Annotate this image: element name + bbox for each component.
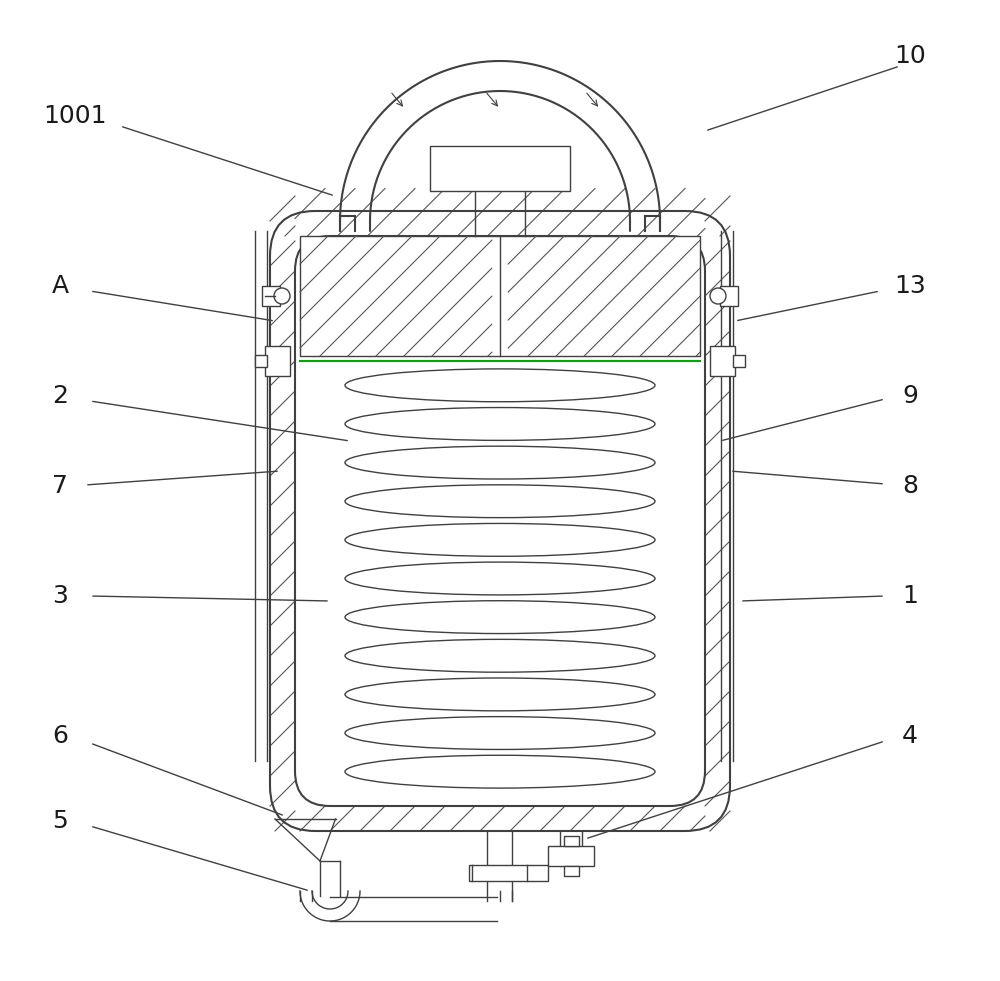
Ellipse shape [345, 524, 655, 556]
Circle shape [274, 288, 290, 304]
Text: 1001: 1001 [43, 104, 107, 128]
Bar [469, 865, 548, 881]
Ellipse shape [345, 369, 655, 402]
Text: 4: 4 [902, 724, 918, 748]
Bar [720, 286, 738, 306]
Bar [265, 346, 290, 376]
Bar [564, 836, 579, 846]
Bar [255, 355, 267, 367]
Text: A: A [51, 274, 69, 298]
Ellipse shape [345, 640, 655, 672]
Bar [733, 355, 745, 367]
Text: 1: 1 [902, 584, 918, 608]
Ellipse shape [345, 446, 655, 479]
Bar [300, 236, 700, 356]
Bar [548, 846, 594, 866]
Bar [564, 866, 579, 876]
Bar [262, 286, 280, 306]
Ellipse shape [345, 562, 655, 594]
Text: 13: 13 [894, 274, 926, 298]
Text: 9: 9 [902, 384, 918, 408]
Ellipse shape [345, 717, 655, 749]
Text: 7: 7 [52, 474, 68, 498]
Text: 2: 2 [52, 384, 68, 408]
Text: 5: 5 [52, 809, 68, 833]
Bar [430, 146, 570, 191]
Ellipse shape [345, 755, 655, 788]
Bar [710, 346, 735, 376]
Ellipse shape [345, 407, 655, 440]
Circle shape [710, 288, 726, 304]
Text: 6: 6 [52, 724, 68, 748]
Text: 10: 10 [894, 44, 926, 68]
Ellipse shape [345, 678, 655, 711]
Text: 8: 8 [902, 474, 918, 498]
Ellipse shape [345, 600, 655, 634]
Ellipse shape [345, 485, 655, 518]
Text: 3: 3 [52, 584, 68, 608]
